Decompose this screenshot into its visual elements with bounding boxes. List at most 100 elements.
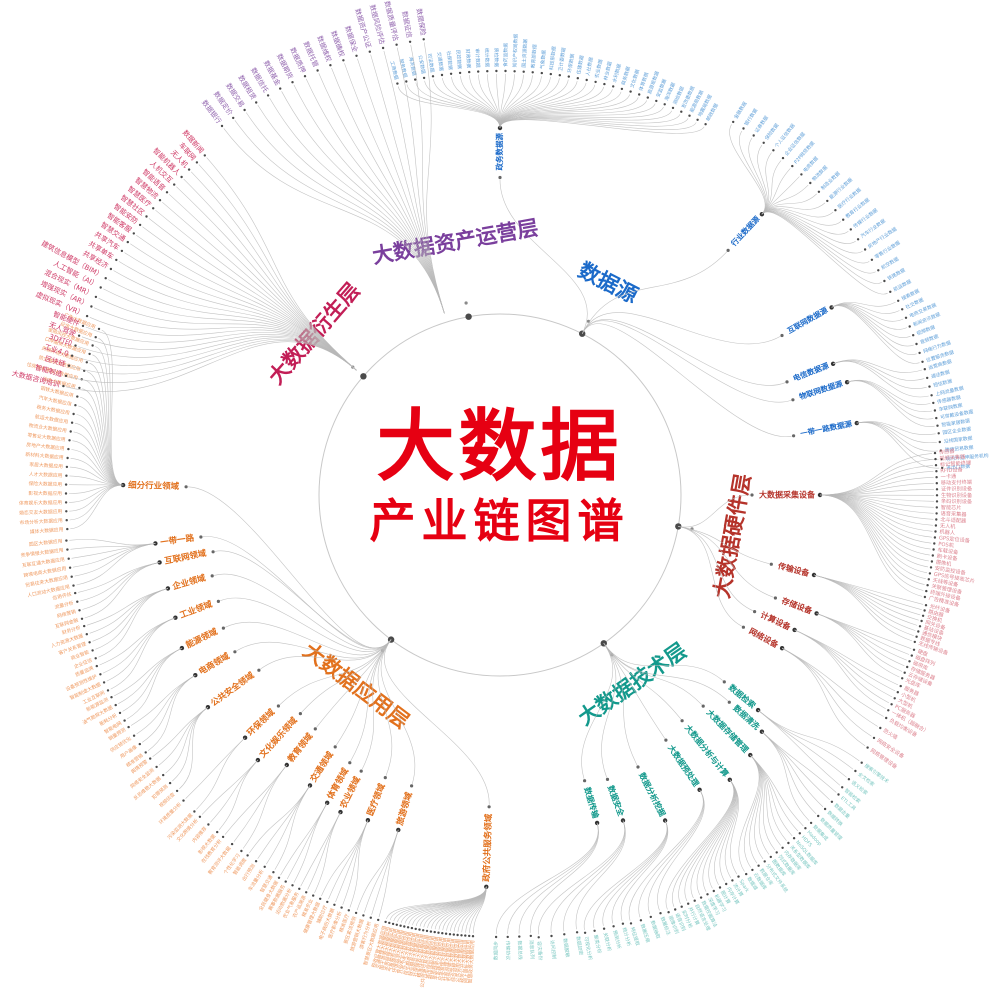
leaf-link — [152, 706, 209, 758]
leaf-link — [70, 484, 124, 530]
leaf-link — [101, 329, 124, 486]
leaf-link — [499, 89, 613, 129]
leaf-dot — [885, 716, 888, 720]
leaf-dot — [319, 897, 322, 900]
sub-label: 政府公共服务领域 — [481, 813, 494, 882]
sub-inner-dot — [773, 596, 778, 600]
leaf-dot — [706, 893, 709, 896]
leaf-dot — [77, 334, 81, 337]
sub-label: 工业领域 — [178, 599, 214, 621]
branch-sub-link — [336, 639, 392, 746]
sub-inner-dot — [792, 434, 796, 438]
sub-inner-dot — [184, 485, 188, 489]
leaf-label: 林业数据 — [602, 61, 614, 82]
leaf-label: 水利数据 — [611, 63, 623, 84]
leaf-dot — [638, 93, 641, 96]
leaf-dot — [94, 657, 97, 660]
leaf-link — [114, 647, 183, 697]
leaf-label: 银行数据 — [743, 107, 760, 127]
leaf-label: 铁路数据 — [886, 267, 906, 283]
leaf-dot — [149, 757, 152, 760]
leaf-dot — [64, 374, 68, 378]
leaf-dot — [243, 108, 246, 112]
leaf-dot — [422, 38, 425, 41]
leaf-dot — [935, 518, 938, 521]
sub-inner-dot — [750, 493, 754, 497]
leaf-dot — [377, 918, 380, 922]
leaf-link — [69, 484, 124, 503]
leaf-dot — [291, 884, 294, 887]
leaf-label: 数据脱敏 — [561, 938, 571, 958]
leaf-label: 数据压缩 — [639, 923, 652, 944]
sub-node — [120, 482, 126, 488]
leaf-label: 传感器数据 — [936, 394, 961, 406]
leaf-label: 教育部数据 — [530, 44, 539, 69]
leaf-dot — [173, 183, 176, 186]
leaf-label: 数据保全 — [343, 25, 360, 54]
sub-inner-dot — [199, 535, 203, 539]
leaf-dot — [842, 218, 845, 221]
sub-inner-dot — [753, 610, 757, 614]
leaf-dot — [792, 837, 796, 840]
branch-sub-link — [188, 486, 392, 649]
sub-inner-dot — [333, 745, 337, 749]
leaf-link — [176, 186, 357, 371]
leaf-label: 司法数据 — [426, 53, 436, 73]
leaf-dot — [890, 703, 893, 706]
leaf-dot — [70, 575, 73, 578]
leaf-dot — [939, 449, 942, 452]
leaf-link — [702, 779, 736, 892]
leaf-label: 防火墙 — [882, 726, 899, 741]
branch-sub-link — [601, 643, 617, 778]
leaf-dot — [751, 868, 754, 872]
leaf-dot — [425, 929, 429, 933]
leaf-link — [293, 802, 328, 883]
leaf-link — [74, 543, 156, 577]
sub-inner-dot — [680, 719, 684, 723]
leaf-dot — [593, 929, 596, 932]
leaf-dot — [329, 63, 332, 67]
leaf-dot — [506, 935, 509, 939]
leaf-label: 标记智能终端 — [940, 458, 972, 468]
leaf-dot — [468, 934, 471, 938]
leaf-dot — [123, 719, 126, 722]
leaf-dot — [441, 932, 444, 935]
leaf-link — [538, 820, 626, 935]
leaf-link — [831, 304, 914, 347]
leaf-label: 网络营销 — [56, 608, 77, 620]
leaf-link — [349, 820, 369, 908]
leaf-dot — [414, 78, 417, 81]
leaf-link — [383, 50, 445, 314]
leaf-link — [206, 157, 357, 371]
leaf-dot — [629, 922, 633, 925]
sub-inner-dot — [487, 805, 491, 809]
leaf-dot — [745, 872, 748, 876]
leaf-label: 可视化分析 — [582, 936, 593, 961]
branch-sub-link — [678, 494, 751, 528]
leaf-label: 家居大数据应用 — [29, 461, 63, 470]
leaf-dot — [198, 815, 202, 818]
branch-sub-link — [316, 639, 392, 728]
branch-sub-link — [678, 526, 774, 598]
leaf-link — [74, 337, 357, 371]
leaf-label: 媒体大数据应用 — [30, 526, 64, 536]
leaf-label: 智能家居数据 — [941, 417, 971, 428]
leaf-dot — [687, 902, 690, 905]
leaf-link — [82, 562, 160, 610]
leaf-dot — [800, 173, 803, 176]
leaf-dot — [132, 232, 135, 235]
leaf-link — [794, 629, 886, 710]
sub-inner-dot — [726, 248, 730, 252]
leaf-link — [397, 86, 501, 129]
sub-label: 细分行业领域 — [128, 480, 180, 492]
leaf-dot — [910, 654, 913, 657]
leaf-dot — [85, 314, 89, 318]
leaf-link — [584, 820, 668, 930]
leaf-dot — [477, 70, 480, 73]
sub-label: 政务数据源 — [494, 133, 504, 171]
leaf-dot — [769, 855, 772, 859]
leaf-dot — [216, 830, 219, 834]
branch-sub-link — [377, 639, 393, 776]
leaf-dot — [567, 75, 570, 78]
leaf-dot — [305, 891, 308, 894]
